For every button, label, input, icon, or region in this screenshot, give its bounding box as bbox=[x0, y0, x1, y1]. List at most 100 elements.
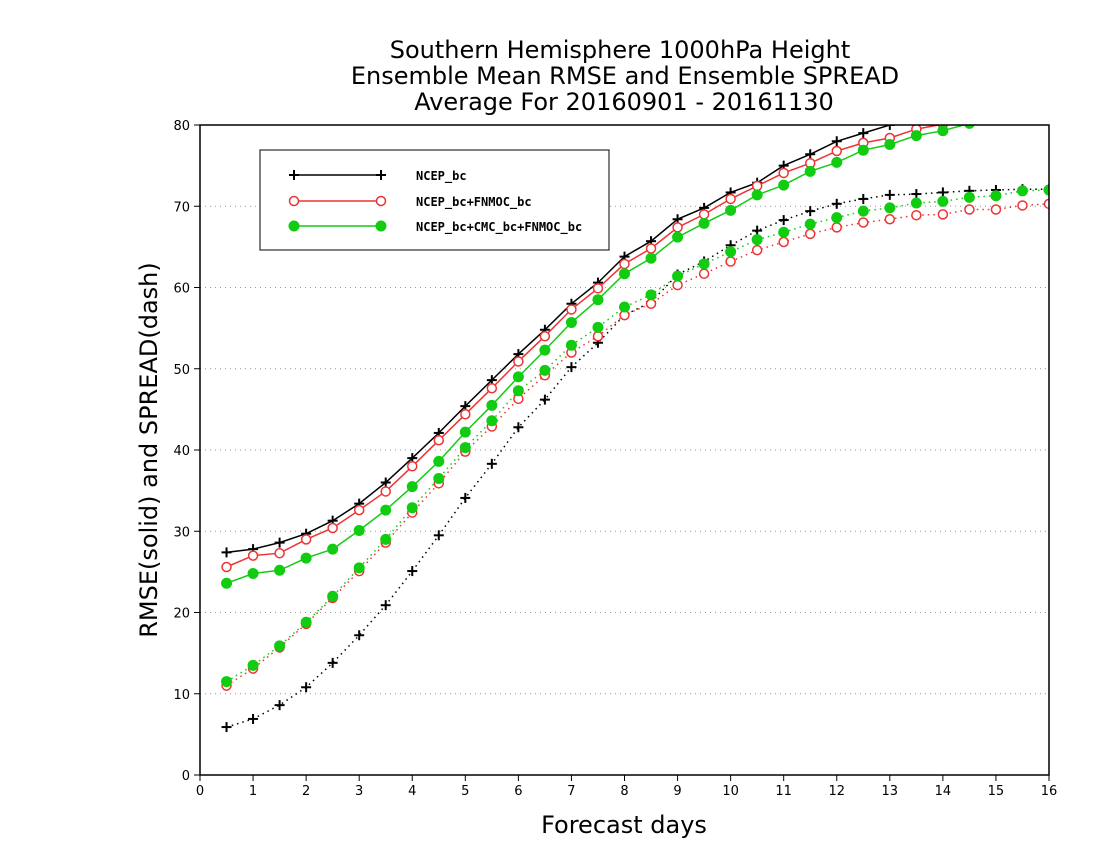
rmse-point bbox=[910, 130, 922, 142]
rmse-point bbox=[831, 145, 842, 157]
spread-point bbox=[619, 301, 630, 313]
spread-point bbox=[751, 234, 763, 246]
spread-point bbox=[459, 442, 471, 454]
rmse-point bbox=[1045, 103, 1054, 112]
spread-line bbox=[226, 188, 1049, 728]
x-axis: 0 1 2 3 4 5 6 7 8 9 10 11 12 13 14 15 16 bbox=[196, 775, 1057, 799]
x-tick-label: 16 bbox=[1041, 784, 1058, 799]
rmse-point bbox=[300, 534, 312, 545]
spread-point bbox=[486, 458, 497, 469]
y-tick-label: 40 bbox=[173, 444, 190, 459]
spread-point bbox=[1043, 198, 1049, 210]
spread-point bbox=[300, 616, 312, 628]
spread-point bbox=[831, 212, 843, 224]
spread-point bbox=[884, 214, 896, 225]
rmse-point bbox=[406, 481, 418, 493]
spread-point bbox=[804, 228, 816, 240]
spread-point bbox=[963, 191, 975, 203]
y-tick-label: 70 bbox=[173, 200, 190, 215]
rmse-point bbox=[353, 524, 365, 536]
rmse-point bbox=[964, 125, 975, 129]
legend-entry: NCEP_bc+CMC_bc+FNMOC_bc bbox=[288, 220, 582, 235]
rmse-point bbox=[221, 547, 232, 558]
spread-point bbox=[858, 193, 869, 204]
rmse-point bbox=[991, 111, 1000, 120]
legend-marker bbox=[376, 170, 386, 180]
spread-point bbox=[752, 225, 763, 236]
spread-point bbox=[858, 217, 869, 228]
x-tick-label: 13 bbox=[882, 784, 899, 799]
rmse-point bbox=[698, 217, 710, 229]
rmse-point bbox=[592, 294, 604, 306]
legend-box bbox=[259, 149, 610, 251]
spread-point bbox=[380, 600, 391, 611]
rmse-point bbox=[645, 252, 657, 264]
spread-point bbox=[990, 204, 1002, 215]
rmse-point bbox=[512, 371, 524, 383]
rmse-point bbox=[433, 455, 445, 467]
rmse-point bbox=[433, 435, 445, 446]
x-tick-label: 8 bbox=[620, 784, 628, 799]
spread-point bbox=[566, 362, 577, 373]
spread-point bbox=[354, 630, 365, 641]
rmse-point bbox=[327, 543, 339, 555]
legend-entry: NCEP_bc bbox=[289, 169, 467, 184]
spread-point bbox=[937, 195, 949, 207]
spread-point bbox=[964, 204, 975, 215]
series-layer bbox=[221, 96, 1054, 733]
spread-point bbox=[407, 566, 418, 577]
spread-point bbox=[1017, 200, 1028, 211]
series-NCEP_bc+CMC_bc+FNMOC_bc bbox=[221, 105, 1054, 688]
y-tick-label: 50 bbox=[173, 363, 190, 378]
spread-point bbox=[857, 205, 869, 217]
y-tick-label: 30 bbox=[173, 525, 190, 540]
rmse-point bbox=[938, 112, 948, 122]
rmse-point bbox=[1017, 109, 1027, 119]
rmse-point bbox=[1044, 96, 1054, 106]
rmse-point bbox=[1044, 105, 1054, 115]
chart-title: Southern Hemisphere 1000hPa Height Ensem… bbox=[351, 36, 899, 116]
x-tick-label: 15 bbox=[988, 784, 1005, 799]
spread-point bbox=[327, 657, 338, 668]
rmse-point bbox=[221, 561, 232, 573]
rmse-point bbox=[619, 268, 630, 280]
rmse-point bbox=[831, 156, 843, 168]
y-tick-label: 60 bbox=[173, 282, 190, 297]
spread-point bbox=[327, 590, 339, 602]
x-tick-label: 0 bbox=[196, 784, 204, 799]
rmse-point bbox=[698, 209, 710, 220]
x-tick-label: 3 bbox=[355, 784, 363, 799]
rmse-point bbox=[1018, 107, 1027, 116]
rmse-point bbox=[805, 149, 816, 160]
spread-point bbox=[725, 256, 736, 267]
legend-label: NCEP_bc+FNMOC_bc bbox=[416, 195, 532, 210]
rmse-point bbox=[831, 136, 842, 147]
series-NCEP_bc bbox=[221, 96, 1054, 733]
spread-point bbox=[884, 202, 896, 214]
spread-point bbox=[539, 394, 550, 405]
y-tick-label: 10 bbox=[173, 688, 190, 703]
legend-marker bbox=[375, 220, 387, 232]
rmse-point bbox=[965, 115, 974, 124]
rmse-point bbox=[380, 486, 391, 497]
y-axis: 0 10 20 30 40 50 60 70 80 bbox=[173, 119, 200, 784]
x-axis-label: Forecast days bbox=[541, 811, 707, 839]
spread-point bbox=[911, 209, 922, 221]
rmse-point bbox=[566, 304, 577, 315]
title-line-3: Average For 20160901 - 20161130 bbox=[414, 88, 834, 116]
y-tick-label: 80 bbox=[173, 119, 190, 134]
rmse-point bbox=[804, 165, 816, 177]
y-tick-label: 0 bbox=[182, 769, 190, 784]
y-axis-label: RMSE(solid) and SPREAD(dash) bbox=[135, 262, 163, 638]
rmse-point bbox=[937, 125, 949, 137]
rmse-point bbox=[274, 564, 286, 576]
title-line-2: Ensemble Mean RMSE and Ensemble SPREAD bbox=[351, 62, 899, 90]
spread-point bbox=[831, 222, 842, 233]
spread-point bbox=[937, 209, 949, 220]
spread-point bbox=[645, 298, 657, 309]
rmse-point bbox=[672, 231, 684, 243]
rmse-point bbox=[778, 179, 790, 191]
rmse-point bbox=[221, 577, 233, 589]
spread-point bbox=[565, 339, 577, 351]
